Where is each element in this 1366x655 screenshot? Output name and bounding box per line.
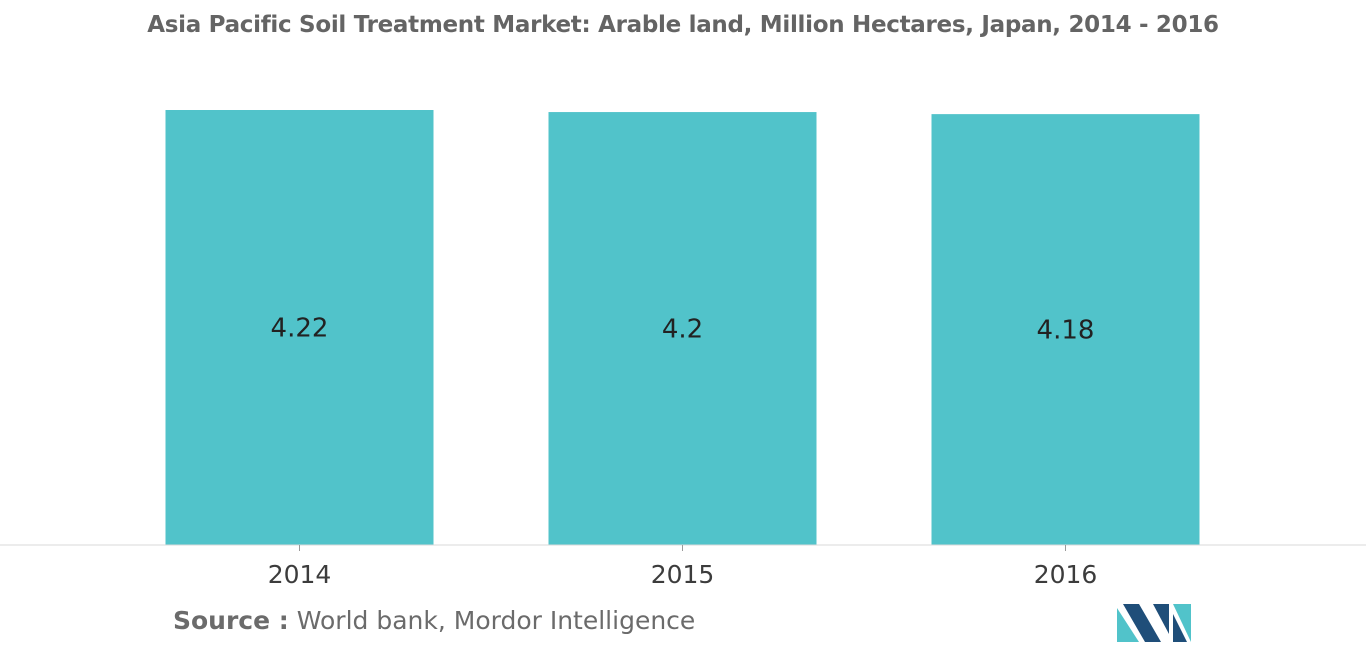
bars-layer [165, 110, 1200, 545]
logo-shape-right-dark [1153, 604, 1169, 634]
data-label-2016: 4.18 [1037, 316, 1095, 346]
data-label-2015: 4.2 [662, 315, 703, 345]
bar-2015 [548, 112, 817, 545]
x-tick-label-2016: 2016 [1034, 560, 1098, 589]
mordor-intelligence-logo-icon [1117, 604, 1191, 642]
source-note: Source : World bank, Mordor Intelligence [173, 606, 695, 635]
x-ticks-layer: 2014 2015 2016 [268, 545, 1098, 589]
chart-title: Asia Pacific Soil Treatment Market: Arab… [147, 12, 1219, 38]
data-label-2014: 4.22 [271, 314, 329, 344]
source-text: World bank, Mordor Intelligence [296, 606, 696, 635]
bar-2016 [931, 114, 1200, 545]
logo-shape-left [1117, 608, 1139, 642]
x-tick-label-2014: 2014 [268, 560, 332, 589]
logo-shape-right-low [1173, 614, 1187, 642]
logo-shape-right [1173, 604, 1191, 642]
bar-chart: 2014 2015 2016 4.22 4.2 4.18 [0, 110, 1366, 589]
x-tick-label-2015: 2015 [651, 560, 715, 589]
source-label: Source : [173, 606, 289, 635]
data-labels-layer: 4.22 4.2 4.18 [271, 314, 1095, 346]
logo-shape-mid [1123, 604, 1161, 642]
bar-2014 [165, 110, 434, 545]
